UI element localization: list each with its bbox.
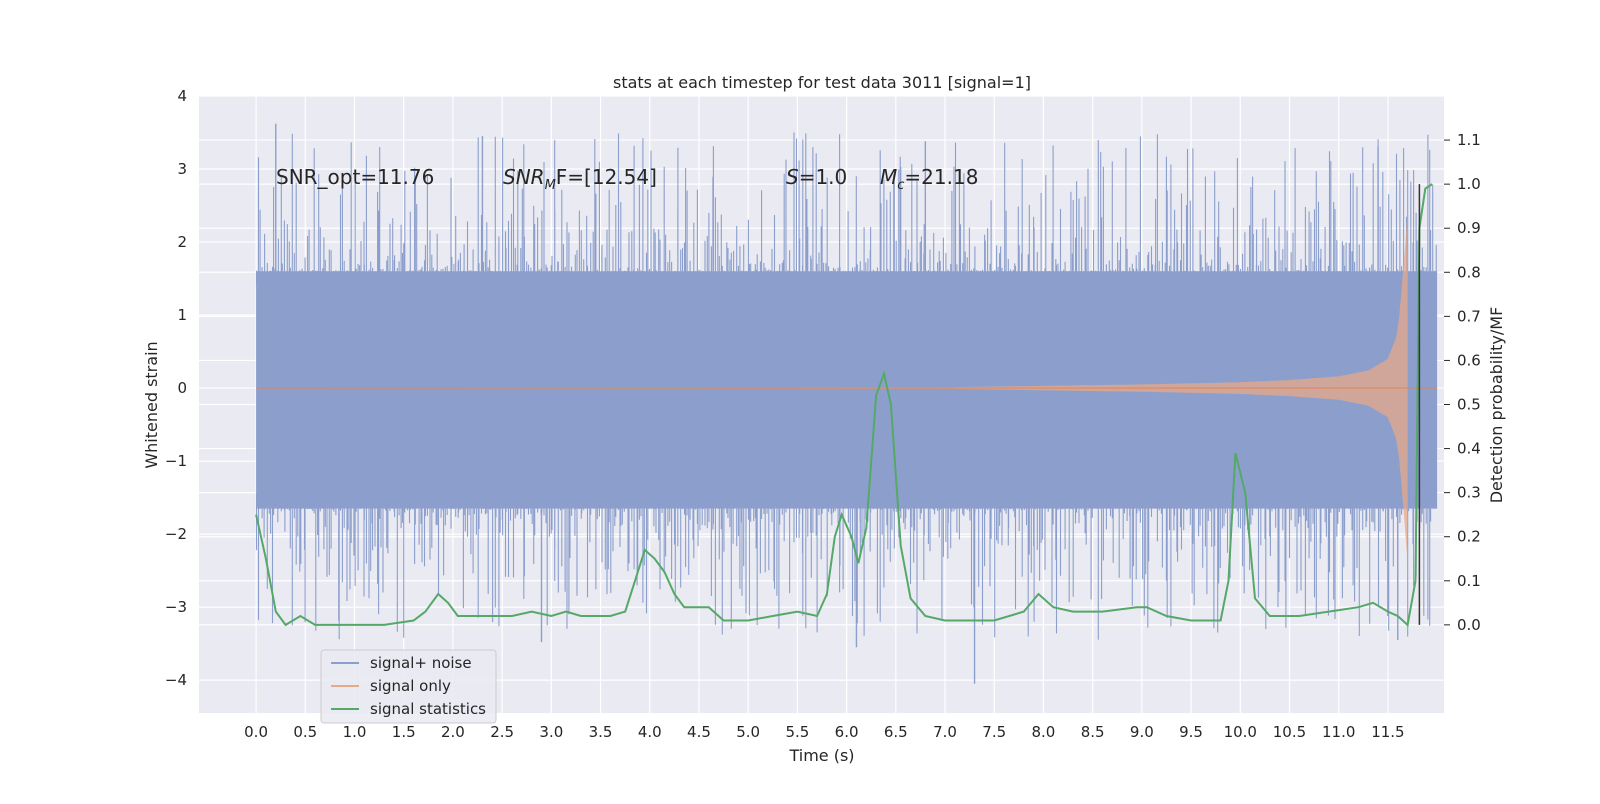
y-axis-left-label: Whitened strain xyxy=(142,341,161,468)
y-right-tick-label: 0.3 xyxy=(1457,484,1481,502)
x-tick-label: 10.5 xyxy=(1273,723,1306,741)
y-left-tick-label: 1 xyxy=(177,306,187,324)
y-axis-right-label: Detection probability/MF xyxy=(1487,307,1506,504)
y-right-tick-label: 0.6 xyxy=(1457,351,1481,369)
y-left-tick-label: −3 xyxy=(165,598,187,616)
noise-spikes xyxy=(255,132,1437,640)
y-left-tick-label: 2 xyxy=(177,233,187,251)
y-left-tick-label: −2 xyxy=(165,525,187,543)
x-tick-label: 11.5 xyxy=(1371,723,1404,741)
legend-label-signal-statistics: signal statistics xyxy=(370,700,486,718)
legend: signal+ noise signal only signal statist… xyxy=(320,649,497,724)
annotation-snr-mf: SNRMF=[12.54] xyxy=(503,165,657,193)
x-tick-label: 9.0 xyxy=(1130,723,1154,741)
x-tick-label: 8.0 xyxy=(1032,723,1056,741)
x-tick-label: 9.5 xyxy=(1179,723,1203,741)
y-left-tick-label: −4 xyxy=(165,671,187,689)
annotation-snr-opt: SNR_opt=11.76 xyxy=(276,165,434,189)
chart-title: stats at each timestep for test data 301… xyxy=(613,73,1031,92)
x-tick-label: 2.0 xyxy=(441,723,465,741)
x-tick-label: 5.5 xyxy=(785,723,809,741)
series-signal-only xyxy=(256,212,1438,564)
y-right-tick-label: 0.2 xyxy=(1457,528,1481,546)
legend-label-signal-only: signal only xyxy=(370,677,451,695)
y-right-tick-label: 0.4 xyxy=(1457,440,1481,458)
y-right-tick-label: 1.0 xyxy=(1457,175,1481,193)
x-tick-label: 1.0 xyxy=(343,723,367,741)
x-tick-label: 4.0 xyxy=(638,723,662,741)
y-left-tick-label: −1 xyxy=(165,452,187,470)
x-tick-label: 10.0 xyxy=(1224,723,1257,741)
y-left-tick-label: 4 xyxy=(177,87,187,105)
x-tick-label: 7.5 xyxy=(982,723,1006,741)
legend-label-signal-plus-noise: signal+ noise xyxy=(370,654,472,672)
x-tick-label: 1.5 xyxy=(392,723,416,741)
y-axis-left-ticks: 4 3 2 1 0 −1 −2 −3 −4 xyxy=(165,87,187,689)
y-right-tick-label: 0.8 xyxy=(1457,263,1481,281)
series-signal-statistics xyxy=(255,183,1433,627)
y-right-tick-label: 0.0 xyxy=(1457,616,1481,634)
x-tick-label: 6.0 xyxy=(835,723,859,741)
annotation-mc: Mc=21.18 xyxy=(880,165,978,193)
y-left-tick-label: 0 xyxy=(177,379,187,397)
legend-box xyxy=(320,649,497,724)
y-right-tick-label: 0.7 xyxy=(1457,307,1481,325)
annotation-s: S=1.0 xyxy=(786,165,847,189)
x-tick-label: 7.0 xyxy=(933,723,957,741)
x-tick-label: 6.5 xyxy=(884,723,908,741)
x-tick-label: 4.5 xyxy=(687,723,711,741)
x-tick-label: 0.0 xyxy=(244,723,268,741)
y-left-tick-label: 3 xyxy=(177,160,187,178)
x-tick-label: 2.5 xyxy=(490,723,514,741)
y-axis-right-ticks: 1.1 1.0 0.9 0.8 0.7 0.6 0.5 0.4 0.3 0.2 0.1 0.0 xyxy=(1444,131,1481,634)
x-tick-label: 3.5 xyxy=(589,723,613,741)
y-right-tick-label: 0.9 xyxy=(1457,219,1481,237)
x-tick-label: 0.5 xyxy=(293,723,317,741)
x-axis-ticks: 0.0 0.5 1.0 1.5 2.0 2.5 3.0 3.5 4.0 4.5 5.0 5.5 6.0 6… xyxy=(244,723,1404,741)
x-axis-label: Time (s) xyxy=(788,746,854,765)
y-right-tick-label: 0.5 xyxy=(1457,396,1481,414)
x-tick-label: 8.5 xyxy=(1081,723,1105,741)
x-tick-label: 11.0 xyxy=(1322,723,1355,741)
x-tick-label: 3.0 xyxy=(539,723,563,741)
x-tick-label: 5.0 xyxy=(736,723,760,741)
y-right-tick-label: 1.1 xyxy=(1457,131,1481,149)
y-right-tick-label: 0.1 xyxy=(1457,572,1481,590)
